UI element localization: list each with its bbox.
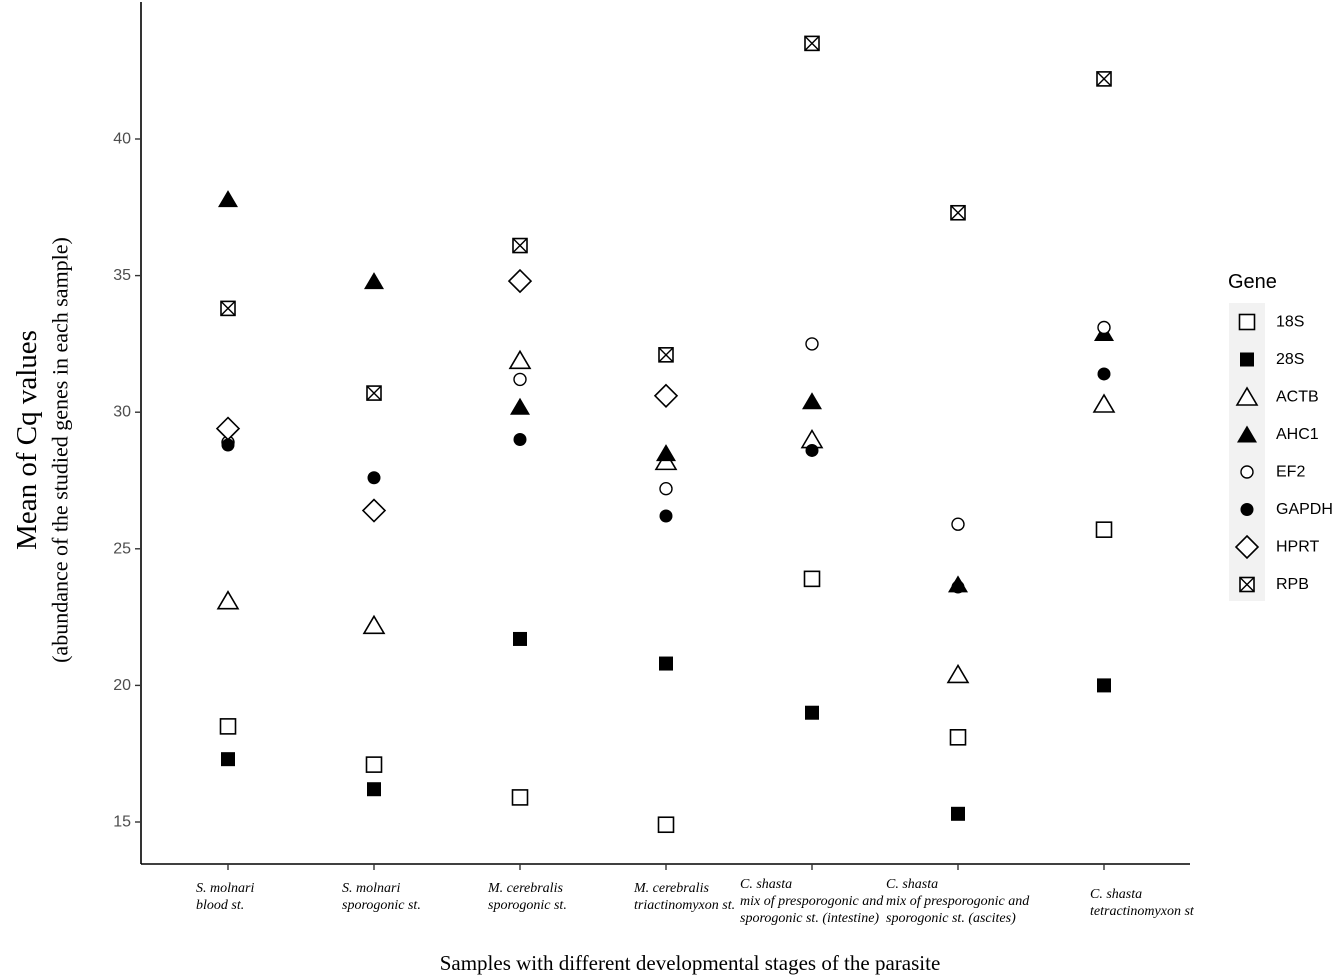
point-18s xyxy=(511,789,529,806)
point-ef2 xyxy=(659,481,673,496)
data-points xyxy=(215,35,1116,834)
y-ticks: 15 20 25 30 35 40 xyxy=(113,131,141,831)
point-ahc1 xyxy=(218,190,238,208)
x-tick-label: S. molnari sporogonic st. xyxy=(342,881,421,913)
y-tick-label: 20 xyxy=(113,677,131,694)
point-ahc1 xyxy=(656,444,676,462)
point-rpb xyxy=(1096,71,1112,87)
point-hprt xyxy=(653,383,679,408)
legend-label-18s: 18S xyxy=(1276,314,1304,331)
point-ef2 xyxy=(1097,320,1111,335)
legend-marker-28s xyxy=(1240,352,1254,367)
series-gapdh xyxy=(221,367,1111,594)
point-gapdh xyxy=(951,580,965,594)
point-rpb xyxy=(804,35,820,52)
point-gapdh xyxy=(367,471,381,485)
x-tick-label: C. shasta mix of presporogonic and sporogo… xyxy=(740,877,884,926)
point-ahc1 xyxy=(364,272,384,290)
point-actb xyxy=(946,663,970,684)
point-hprt xyxy=(507,268,533,294)
series-hprt xyxy=(215,268,679,523)
point-18s xyxy=(365,756,383,773)
point-rpb xyxy=(512,237,528,254)
legend-marker-hprt xyxy=(1234,534,1260,560)
point-rpb xyxy=(658,347,674,363)
point-gapdh xyxy=(1097,367,1111,381)
point-28s xyxy=(659,656,673,671)
x-tick-label: M. cerebralis sporogonic st. xyxy=(487,881,567,913)
x-tick-label: C. shasta mix of presporogonic and sporogo… xyxy=(886,877,1030,926)
y-tick-label: 30 xyxy=(113,404,131,421)
y-tick-label: 25 xyxy=(113,540,131,557)
point-gapdh xyxy=(805,443,819,457)
legend-label-actb: ACTB xyxy=(1276,389,1319,406)
point-actb xyxy=(216,590,240,610)
x-tick-label: C. shasta tetractinomyxon st xyxy=(1090,887,1195,919)
legend-label-28s: 28S xyxy=(1276,351,1304,368)
y-tick-label: 35 xyxy=(113,267,131,284)
point-actb xyxy=(508,349,532,370)
legend-label-gapdh: GAPDH xyxy=(1276,501,1333,518)
point-ahc1 xyxy=(510,397,530,415)
point-28s xyxy=(1097,678,1111,693)
legend-marker-rpb xyxy=(1239,576,1255,593)
point-gapdh xyxy=(659,509,673,523)
legend-marker-18s xyxy=(1238,313,1256,331)
point-actb xyxy=(1092,393,1116,413)
point-ahc1 xyxy=(802,392,822,410)
series-18s xyxy=(219,521,1113,834)
x-axis-title: Samples with different developmental sta… xyxy=(440,951,941,975)
point-18s xyxy=(657,816,675,834)
point-rpb xyxy=(366,385,382,401)
point-18s xyxy=(1095,521,1113,538)
point-ef2 xyxy=(951,517,965,531)
point-hprt xyxy=(361,498,387,523)
x-tick-label: S. molnari blood st. xyxy=(196,881,254,913)
point-gapdh xyxy=(221,438,235,452)
legend-marker-actb xyxy=(1235,386,1259,406)
point-rpb xyxy=(950,204,966,221)
legend-label-hprt: HPRT xyxy=(1276,539,1319,556)
point-28s xyxy=(513,631,527,646)
series-28s xyxy=(221,631,1111,821)
point-rpb xyxy=(220,300,236,317)
point-hprt xyxy=(215,416,241,441)
point-18s xyxy=(949,729,967,746)
point-28s xyxy=(951,806,965,821)
series-rpb xyxy=(220,35,1112,401)
point-gapdh xyxy=(513,433,527,447)
point-actb xyxy=(362,614,386,635)
point-18s xyxy=(803,570,821,588)
legend-label-ahc1: AHC1 xyxy=(1276,426,1319,443)
legend-label-rpb: RPB xyxy=(1276,576,1309,593)
legend: Gene 18S 28S ACTB AHC1 EF2 GAPDH HPRT RPB xyxy=(1228,271,1333,601)
legend-title: Gene xyxy=(1228,271,1277,293)
point-ef2 xyxy=(513,372,527,387)
legend-marker-ahc1 xyxy=(1237,425,1257,443)
chart-axes xyxy=(140,2,1190,865)
point-ef2 xyxy=(805,337,819,351)
point-28s xyxy=(221,752,235,767)
y-axis-subtitle: (abundance of the studied genes in each … xyxy=(48,237,73,663)
legend-label-ef2: EF2 xyxy=(1276,464,1305,481)
legend-marker-ef2 xyxy=(1240,465,1254,479)
y-axis-title: Mean of Cq values xyxy=(11,330,43,550)
point-28s xyxy=(805,705,819,720)
y-tick-label: 40 xyxy=(113,131,131,148)
x-ticks: S. molnari blood st. S. molnari sporogonic … xyxy=(196,864,1195,926)
legend-marker-gapdh xyxy=(1240,503,1254,516)
x-tick-label: M. cerebralis triactinomyxon st. xyxy=(633,881,735,913)
y-tick-label: 15 xyxy=(113,814,131,831)
point-18s xyxy=(219,718,237,735)
point-28s xyxy=(367,782,381,797)
